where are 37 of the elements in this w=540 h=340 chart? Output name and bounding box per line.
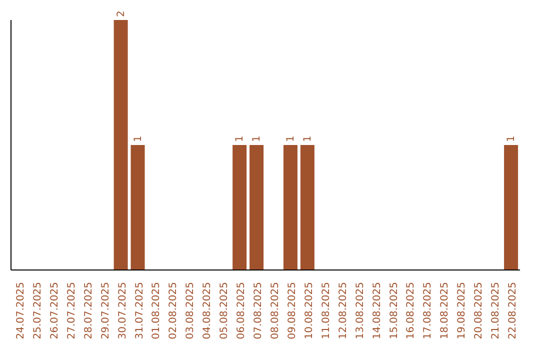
x-tick-label: 08.08.2025 xyxy=(270,282,281,340)
x-tick-label: 06.08.2025 xyxy=(236,282,248,340)
x-tick-label: 13.08.2025 xyxy=(354,282,366,340)
x-tick-label: 14.08.2025 xyxy=(372,282,383,340)
x-tick-label: 17.08.2025 xyxy=(422,282,434,340)
x-tick-label: 26.07.2025 xyxy=(49,282,60,340)
x-tick-label: 28.07.2025 xyxy=(83,282,94,340)
x-tick-label: 24.07.2025 xyxy=(15,282,26,340)
x-tick-label: 25.07.2025 xyxy=(32,282,44,340)
x-tick-label: 31.07.2025 xyxy=(134,282,146,340)
data-label: 1 xyxy=(285,136,296,142)
data-label: 1 xyxy=(132,136,144,142)
x-tick-label: 10.08.2025 xyxy=(304,282,315,340)
x-tick-label: 19.08.2025 xyxy=(456,282,468,340)
x-tick-label: 30.07.2025 xyxy=(117,282,128,340)
x-tick-label: 07.08.2025 xyxy=(253,282,264,340)
x-tick-label: 01.08.2025 xyxy=(151,282,162,340)
x-tick-label: 05.08.2025 xyxy=(219,282,230,340)
x-tick-label: 18.08.2025 xyxy=(440,282,451,340)
x-tick-label: 11.08.2025 xyxy=(320,282,332,340)
x-tick-label: 09.08.2025 xyxy=(286,282,298,340)
x-tick-label: 15.08.2025 xyxy=(388,282,400,340)
data-label: 1 xyxy=(252,136,263,142)
data-label: 1 xyxy=(302,136,314,142)
data-label: 1 xyxy=(506,136,518,142)
x-tick-label: 22.08.2025 xyxy=(508,282,519,340)
data-label: 2 xyxy=(116,10,127,17)
x-tick-label: 27.07.2025 xyxy=(66,282,78,340)
x-tick-label: 02.08.2025 xyxy=(168,282,180,340)
x-tick-label: 04.08.2025 xyxy=(202,282,214,340)
x-tick-label: 12.08.2025 xyxy=(338,282,349,340)
x-tick-label: 21.08.2025 xyxy=(490,282,502,340)
data-label: 1 xyxy=(234,136,246,142)
x-tick-label: 20.08.2025 xyxy=(474,282,485,340)
x-tick-label: 29.07.2025 xyxy=(100,282,112,340)
x-tick-label: 16.08.2025 xyxy=(406,282,417,340)
x-tick-label: 03.08.2025 xyxy=(185,282,196,340)
